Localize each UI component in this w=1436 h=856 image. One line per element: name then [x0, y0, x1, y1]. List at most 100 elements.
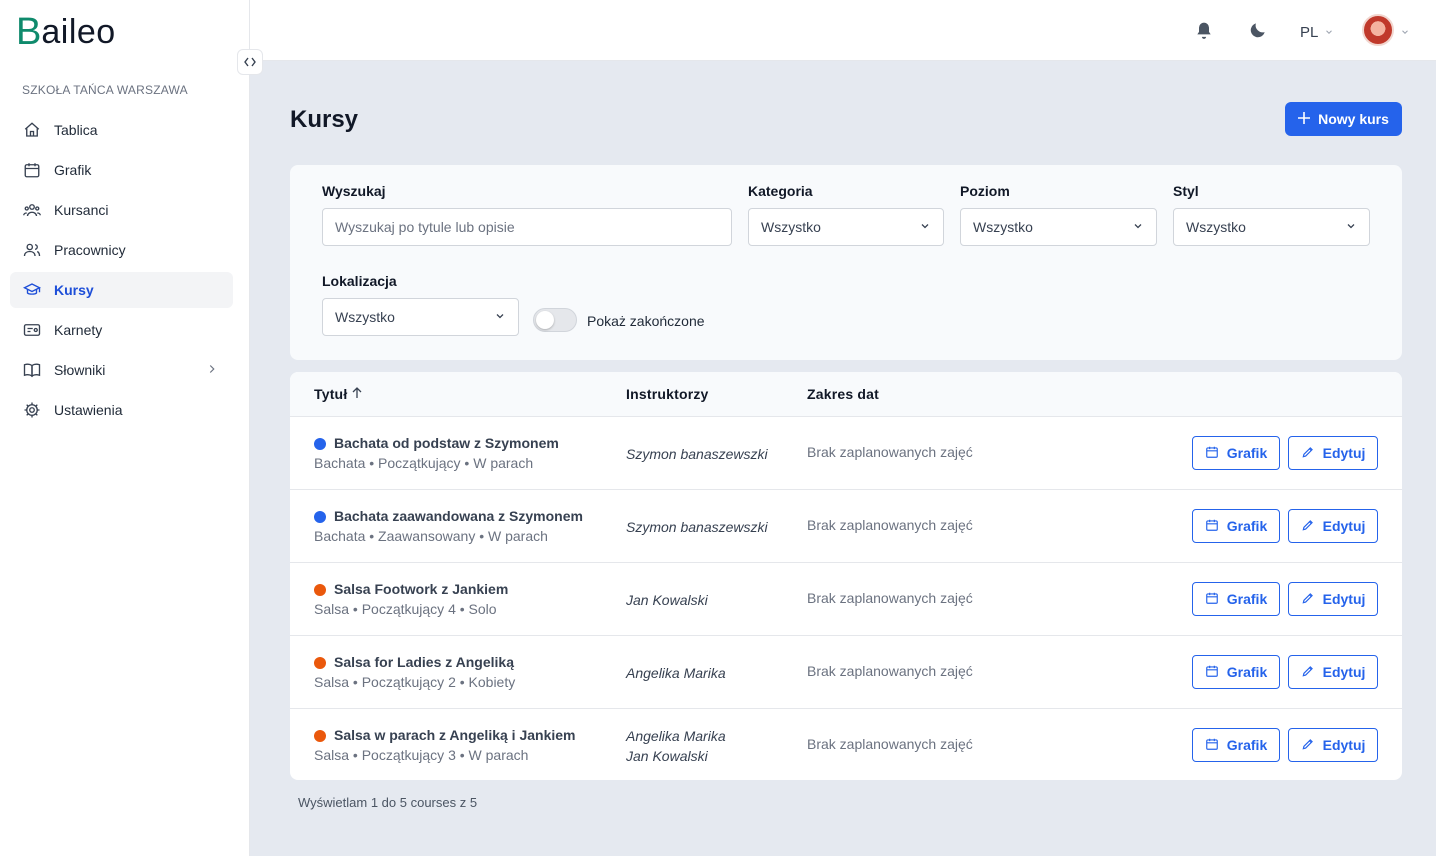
- schedule-label: Grafik: [1226, 664, 1268, 680]
- moon-icon[interactable]: [1248, 20, 1268, 45]
- level-label: Poziom: [960, 183, 1010, 199]
- sidebar-item-kursy[interactable]: Kursy: [10, 272, 233, 308]
- edit-label: Edytuj: [1322, 664, 1366, 680]
- level-select[interactable]: Wszystko: [960, 208, 1157, 246]
- course-title[interactable]: Salsa Footwork z Jankiem: [334, 581, 509, 597]
- pencil-icon: [1301, 445, 1315, 462]
- pencil-icon: [1301, 591, 1315, 608]
- language-label: PL: [1300, 24, 1319, 41]
- sidebar-item-grafik[interactable]: Grafik: [10, 152, 233, 188]
- edit-button[interactable]: Edytuj: [1288, 582, 1378, 616]
- instructor-name: Szymon banaszewszki: [626, 446, 768, 462]
- date-range: Brak zaplanowanych zajęć: [807, 590, 973, 606]
- sidebar-item-label: Grafik: [54, 162, 92, 178]
- chevron-down-icon[interactable]: [1400, 24, 1410, 42]
- sidebar-item-label: Tablica: [54, 122, 98, 138]
- show-finished-toggle[interactable]: [533, 308, 577, 332]
- edit-label: Edytuj: [1322, 445, 1366, 461]
- location-label: Lokalizacja: [322, 273, 397, 289]
- schedule-button[interactable]: Grafik: [1192, 582, 1280, 616]
- sidebar-item-ustawienia[interactable]: Ustawienia: [10, 392, 233, 428]
- sidebar-item-pracownicy[interactable]: Pracownicy: [10, 232, 233, 268]
- location-value: Wszystko: [335, 309, 395, 325]
- instructor-name: Jan Kowalski: [626, 592, 708, 608]
- style-label: Styl: [1173, 183, 1199, 199]
- instructor-name: Angelika Marika: [626, 728, 726, 744]
- search-label: Wyszukaj: [322, 183, 386, 199]
- chevron-right-icon: [205, 362, 219, 379]
- schedule-button[interactable]: Grafik: [1192, 655, 1280, 689]
- sidebar-item-slowniki[interactable]: Słowniki: [10, 352, 233, 388]
- sidebar-item-kursanci[interactable]: Kursanci: [10, 192, 233, 228]
- ticket-icon: [22, 320, 42, 340]
- edit-button[interactable]: Edytuj: [1288, 655, 1378, 689]
- edit-button[interactable]: Edytuj: [1288, 728, 1378, 762]
- category-dot: [314, 511, 326, 523]
- course-meta: Salsa • Początkujący 3 • W parach: [314, 747, 529, 763]
- language-selector[interactable]: PL: [1300, 24, 1334, 41]
- home-icon: [22, 120, 42, 140]
- edit-label: Edytuj: [1322, 591, 1366, 607]
- plus-icon: [1298, 111, 1311, 127]
- pencil-icon: [1301, 664, 1315, 681]
- instructor-name: Angelika Marika: [626, 665, 726, 681]
- schedule-button[interactable]: Grafik: [1192, 436, 1280, 470]
- category-select[interactable]: Wszystko: [748, 208, 944, 246]
- avatar[interactable]: [1362, 14, 1394, 46]
- gear-icon: [22, 400, 42, 420]
- column-instructors: Instruktorzy: [626, 386, 709, 402]
- bell-icon[interactable]: [1194, 20, 1214, 47]
- edit-button[interactable]: Edytuj: [1288, 436, 1378, 470]
- sidebar-nav: Tablica Grafik Kursanci Pracownicy Kursy…: [10, 112, 233, 432]
- schedule-button[interactable]: Grafik: [1192, 509, 1280, 543]
- course-title[interactable]: Salsa for Ladies z Angeliką: [334, 654, 514, 670]
- graduation-cap-icon: [22, 280, 42, 300]
- sort-arrow-up-icon: [352, 386, 362, 402]
- courses-table: Tytuł Instruktorzy Zakres dat Bachata od…: [290, 372, 1402, 780]
- pencil-icon: [1301, 737, 1315, 754]
- course-meta: Bachata • Początkujący • W parach: [314, 455, 534, 471]
- sidebar-collapse-button[interactable]: [237, 49, 263, 75]
- calendar-icon: [1205, 737, 1219, 754]
- column-range: Zakres dat: [807, 386, 880, 402]
- location-select[interactable]: Wszystko: [322, 298, 519, 336]
- table-header: Tytuł Instruktorzy Zakres dat: [290, 372, 1402, 416]
- pencil-icon: [1301, 518, 1315, 535]
- edit-label: Edytuj: [1322, 737, 1366, 753]
- table-row: Salsa for Ladies z Angeliką Salsa • Począ…: [290, 635, 1402, 708]
- sidebar-item-label: Ustawienia: [54, 402, 123, 418]
- category-label: Kategoria: [748, 183, 813, 199]
- style-select[interactable]: Wszystko: [1173, 208, 1370, 246]
- search-input[interactable]: [322, 208, 732, 246]
- calendar-icon: [1205, 518, 1219, 535]
- topbar: PL: [250, 0, 1436, 61]
- sidebar-item-label: Słowniki: [54, 362, 106, 378]
- category-dot: [314, 584, 326, 596]
- table-row: Bachata od podstaw z Szymonem Bachata • P…: [290, 416, 1402, 489]
- course-title[interactable]: Bachata zaawandowana z Szymonem: [334, 508, 583, 524]
- course-title[interactable]: Bachata od podstaw z Szymonem: [334, 435, 559, 451]
- course-meta: Salsa • Początkujący 4 • Solo: [314, 601, 497, 617]
- logo-text: aileo: [41, 13, 116, 51]
- sidebar-item-tablica[interactable]: Tablica: [10, 112, 233, 148]
- schedule-button[interactable]: Grafik: [1192, 728, 1280, 762]
- column-title-label: Tytuł: [314, 386, 348, 402]
- category-dot: [314, 438, 326, 450]
- column-title[interactable]: Tytuł: [314, 386, 362, 402]
- table-row: Salsa w parach z Angeliką i Jankiem Salsa…: [290, 708, 1402, 780]
- chevron-down-icon: [494, 309, 506, 325]
- sidebar-item-label: Pracownicy: [54, 242, 126, 258]
- calendar-icon: [1205, 445, 1219, 462]
- date-range: Brak zaplanowanych zajęć: [807, 736, 973, 752]
- sidebar-item-karnety[interactable]: Karnety: [10, 312, 233, 348]
- edit-button[interactable]: Edytuj: [1288, 509, 1378, 543]
- new-course-button[interactable]: Nowy kurs: [1285, 102, 1402, 136]
- sidebar-item-label: Karnety: [54, 322, 103, 338]
- course-title[interactable]: Salsa w parach z Angeliką i Jankiem: [334, 727, 576, 743]
- chevron-down-icon: [1324, 24, 1334, 41]
- new-course-label: Nowy kurs: [1318, 111, 1389, 127]
- date-range: Brak zaplanowanych zajęć: [807, 663, 973, 679]
- book-icon: [22, 360, 42, 380]
